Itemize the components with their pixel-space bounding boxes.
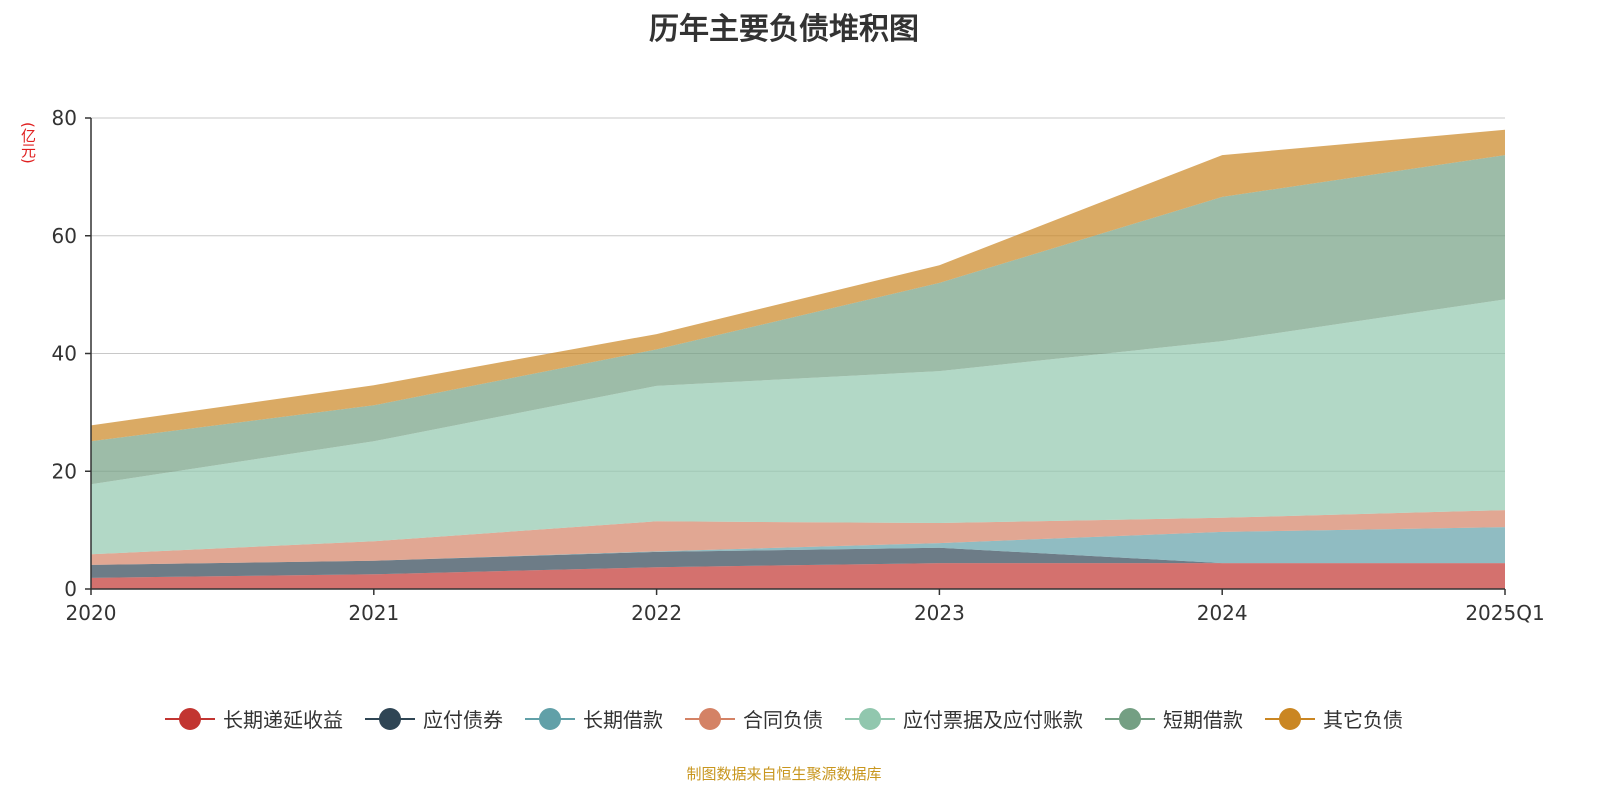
x-tick-label: 2020 [66,601,117,625]
legend-marker-icon [165,707,215,730]
legend-item[interactable]: 长期递延收益 [165,704,343,733]
y-tick-label: 40 [52,342,77,366]
legend-label: 长期递延收益 [223,708,343,732]
chart-title: 历年主要负债堆积图 [649,12,919,47]
legend-item[interactable]: 应付债券 [365,704,503,733]
source-footer: 制图数据来自恒生聚源数据库 [686,765,882,783]
legend-label: 应付票据及应付账款 [903,708,1083,732]
y-axis-label: (亿元) [19,122,37,164]
legend-marker-icon [845,707,895,730]
legend-item[interactable]: 长期借款 [525,704,663,733]
area-1 [91,547,1505,578]
area-6 [91,129,1505,442]
y-tick-label: 20 [52,459,77,483]
legend-marker-icon [1265,707,1315,730]
legend-item[interactable]: 应付票据及应付账款 [845,704,1083,733]
area-3 [91,510,1505,565]
legend-label: 应付债券 [423,708,503,732]
legend-label: 长期借款 [583,708,663,732]
x-tick-label: 2023 [914,601,965,625]
legend-marker-icon [365,707,415,730]
legend-item[interactable]: 短期借款 [1105,704,1243,733]
y-tick-label: 0 [64,577,77,601]
legend-item[interactable]: 其它负债 [1265,704,1403,733]
legend-marker-icon [685,707,735,730]
y-tick-label: 80 [52,106,77,130]
x-tick-label: 2021 [348,601,399,625]
legend: 长期递延收益 应付债券 长期借款 合同负债 应付票据及应付账款 短期借款 其它负债 [0,704,1568,733]
area-4 [91,299,1505,555]
area-5 [91,155,1505,485]
legend-marker-icon [1105,707,1155,730]
area-2 [91,527,1505,565]
legend-label: 短期借款 [1163,708,1243,732]
legend-marker-icon [525,707,575,730]
x-tick-label: 2025Q1 [1465,601,1544,625]
legend-item[interactable]: 合同负债 [685,704,823,733]
legend-label: 其它负债 [1323,708,1403,732]
x-tick-label: 2024 [1197,601,1248,625]
legend-label: 合同负债 [743,708,823,732]
x-tick-label: 2022 [631,601,682,625]
y-tick-label: 60 [52,224,77,248]
area-0 [91,563,1505,589]
